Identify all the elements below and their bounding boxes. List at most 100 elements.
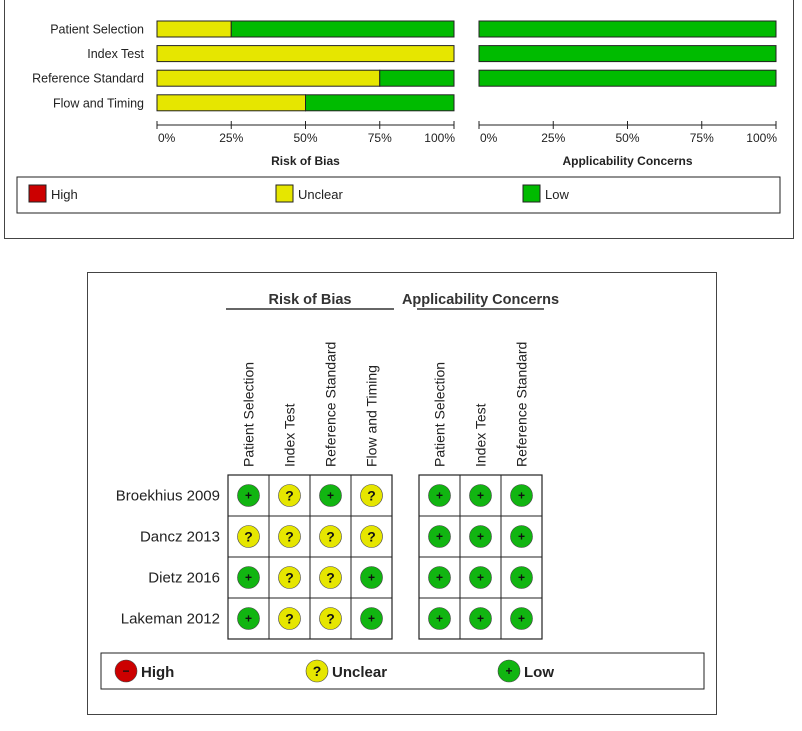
summary-legend-label-unclear: Unclear bbox=[332, 664, 387, 681]
judgement-dietz-2016-rob-1-symbol: ? bbox=[285, 570, 294, 586]
summary-legend-dot-low-circle bbox=[497, 659, 521, 683]
study-label-broekhius-2009: Broekhius 2009 bbox=[116, 488, 220, 505]
x-tick-label-risk-of-bias-4: 100% bbox=[424, 131, 455, 145]
judgement-broekhius-2009-app-2-circle bbox=[510, 484, 533, 507]
x-tick-label-applicability-concerns-2: 50% bbox=[615, 131, 639, 145]
judgement-broekhius-2009-rob-0-symbol: + bbox=[245, 489, 252, 503]
judgement-dancz-2013-rob-3: ? bbox=[360, 525, 383, 548]
judgement-dancz-2013-rob-2-symbol: ? bbox=[326, 529, 335, 545]
summary-legend-dot-low: + bbox=[497, 659, 521, 683]
column-header-risk-of-bias-reference-standard: Reference Standard bbox=[323, 342, 339, 467]
bar-risk-of-bias-patient-selection-low bbox=[230, 20, 455, 38]
judgement-broekhius-2009-app-1: + bbox=[469, 484, 492, 507]
judgement-lakeman-2012-rob-1-symbol: ? bbox=[285, 611, 294, 627]
summary-legend-dot-high-circle bbox=[114, 659, 138, 683]
legend-box bbox=[16, 176, 781, 214]
judgement-lakeman-2012-rob-3-symbol: + bbox=[368, 612, 375, 626]
bar-applicability-concerns-patient-selection-low bbox=[478, 20, 777, 38]
judgement-broekhius-2009-rob-3-symbol: ? bbox=[367, 488, 376, 504]
summary-legend-dot-unclear: ? bbox=[305, 659, 329, 683]
column-header-applicability-concerns-reference-standard: Reference Standard bbox=[514, 342, 530, 467]
column-header-risk-of-bias-flow-and-timing: Flow and Timing bbox=[364, 365, 380, 467]
bar-risk-of-bias-flow-and-timing-unclear bbox=[156, 94, 306, 112]
judgement-dietz-2016-rob-3-circle bbox=[360, 566, 383, 589]
judgement-dancz-2013-app-0-symbol: + bbox=[436, 530, 443, 544]
judgement-lakeman-2012-app-1-symbol: + bbox=[477, 612, 484, 626]
legend-swatch-low bbox=[522, 184, 541, 203]
judgement-dancz-2013-app-1-circle bbox=[469, 525, 492, 548]
x-tick-label-applicability-concerns-4: 100% bbox=[746, 131, 777, 145]
judgement-dietz-2016-rob-2-symbol: ? bbox=[326, 570, 335, 586]
bar-applicability-concerns-reference-standard-low bbox=[478, 69, 777, 87]
study-label-dancz-2013: Dancz 2013 bbox=[140, 529, 220, 546]
judgement-dancz-2013-rob-1: ? bbox=[278, 525, 301, 548]
risk-of-bias-graph: Patient Selection Index Test Reference Sta… bbox=[4, 0, 794, 239]
judgement-broekhius-2009-rob-1: ? bbox=[278, 484, 301, 507]
judgement-dietz-2016-rob-0-symbol: + bbox=[245, 571, 252, 585]
judgement-lakeman-2012-rob-0-circle bbox=[237, 607, 260, 630]
judgement-lakeman-2012-rob-3: + bbox=[360, 607, 383, 630]
judgement-dancz-2013-rob-0-symbol: ? bbox=[244, 529, 253, 545]
judgement-dietz-2016-app-1-circle bbox=[469, 566, 492, 589]
judgement-dietz-2016-rob-2-circle bbox=[319, 566, 342, 589]
category-label-reference-standard: Reference Standard bbox=[32, 72, 144, 86]
judgement-broekhius-2009-rob-3-circle bbox=[360, 484, 383, 507]
judgement-broekhius-2009-app-2: + bbox=[510, 484, 533, 507]
judgement-dietz-2016-app-1-symbol: + bbox=[477, 571, 484, 585]
summary-legend-dot-high-symbol: − bbox=[122, 664, 129, 678]
judgement-dietz-2016-rob-1: ? bbox=[278, 566, 301, 589]
risk-of-bias-graph-svg: Patient Selection Index Test Reference Sta… bbox=[16, 20, 781, 214]
judgement-lakeman-2012-app-1: + bbox=[469, 607, 492, 630]
legend-label-low: Low bbox=[545, 187, 569, 202]
judgement-dancz-2013-rob-0-circle bbox=[237, 525, 260, 548]
x-axis-title-risk-of-bias: Risk of Bias bbox=[271, 154, 340, 168]
judgement-dancz-2013-rob-0: ? bbox=[237, 525, 260, 548]
judgement-lakeman-2012-rob-2-circle bbox=[319, 607, 342, 630]
judgement-lakeman-2012-rob-0-symbol: + bbox=[245, 612, 252, 626]
summary-legend-dot-unclear-symbol: ? bbox=[313, 663, 322, 679]
judgement-dietz-2016-rob-2: ? bbox=[319, 566, 342, 589]
judgement-dancz-2013-rob-1-circle bbox=[278, 525, 301, 548]
judgement-broekhius-2009-rob-2: + bbox=[319, 484, 342, 507]
judgement-lakeman-2012-app-1-circle bbox=[469, 607, 492, 630]
judgement-dancz-2013-rob-3-circle bbox=[360, 525, 383, 548]
x-tick-label-risk-of-bias-1: 25% bbox=[219, 131, 243, 145]
judgement-dancz-2013-app-2-circle bbox=[510, 525, 533, 548]
bar-risk-of-bias-flow-and-timing-low bbox=[305, 94, 455, 112]
judgement-dietz-2016-app-0: + bbox=[428, 566, 451, 589]
judgement-lakeman-2012-rob-1-circle bbox=[278, 607, 301, 630]
judgement-broekhius-2009-app-0: + bbox=[428, 484, 451, 507]
judgement-broekhius-2009-rob-3: ? bbox=[360, 484, 383, 507]
judgement-dancz-2013-app-0: + bbox=[428, 525, 451, 548]
judgement-broekhius-2009-rob-2-symbol: + bbox=[327, 489, 334, 503]
bar-risk-of-bias-index-test-unclear bbox=[156, 45, 455, 63]
judgement-dietz-2016-rob-0-circle bbox=[237, 566, 260, 589]
category-label-index-test: Index Test bbox=[87, 47, 144, 61]
judgement-broekhius-2009-rob-0: + bbox=[237, 484, 260, 507]
judgement-broekhius-2009-app-2-symbol: + bbox=[518, 489, 525, 503]
judgement-broekhius-2009-rob-2-circle bbox=[319, 484, 342, 507]
judgement-dancz-2013-rob-1-symbol: ? bbox=[285, 529, 294, 545]
judgement-dietz-2016-app-2-symbol: + bbox=[518, 571, 525, 585]
judgement-broekhius-2009-app-1-circle bbox=[469, 484, 492, 507]
judgement-broekhius-2009-rob-0-circle bbox=[237, 484, 260, 507]
judgement-lakeman-2012-app-0: + bbox=[428, 607, 451, 630]
summary-legend-label-high: High bbox=[141, 664, 174, 681]
judgement-lakeman-2012-rob-1: ? bbox=[278, 607, 301, 630]
x-tick-label-risk-of-bias-3: 75% bbox=[368, 131, 392, 145]
legend-swatch-unclear bbox=[275, 184, 294, 203]
bar-applicability-concerns-index-test-low bbox=[478, 45, 777, 63]
x-tick-label-applicability-concerns-3: 75% bbox=[690, 131, 714, 145]
risk-of-bias-summary: Risk of Bias Applicability Concerns Patien… bbox=[87, 272, 717, 715]
judgement-dietz-2016-app-1: + bbox=[469, 566, 492, 589]
bar-risk-of-bias-reference-standard-low bbox=[379, 69, 455, 87]
judgement-dancz-2013-app-0-circle bbox=[428, 525, 451, 548]
judgement-lakeman-2012-rob-2-symbol: ? bbox=[326, 611, 335, 627]
judgement-dietz-2016-rob-0: + bbox=[237, 566, 260, 589]
bar-risk-of-bias-patient-selection-unclear bbox=[156, 20, 232, 38]
legend-label-unclear: Unclear bbox=[298, 187, 343, 202]
category-label-flow-and-timing: Flow and Timing bbox=[53, 96, 144, 110]
legend-label-high: High bbox=[51, 187, 78, 202]
judgement-broekhius-2009-rob-1-circle bbox=[278, 484, 301, 507]
judgement-dietz-2016-app-2-circle bbox=[510, 566, 533, 589]
